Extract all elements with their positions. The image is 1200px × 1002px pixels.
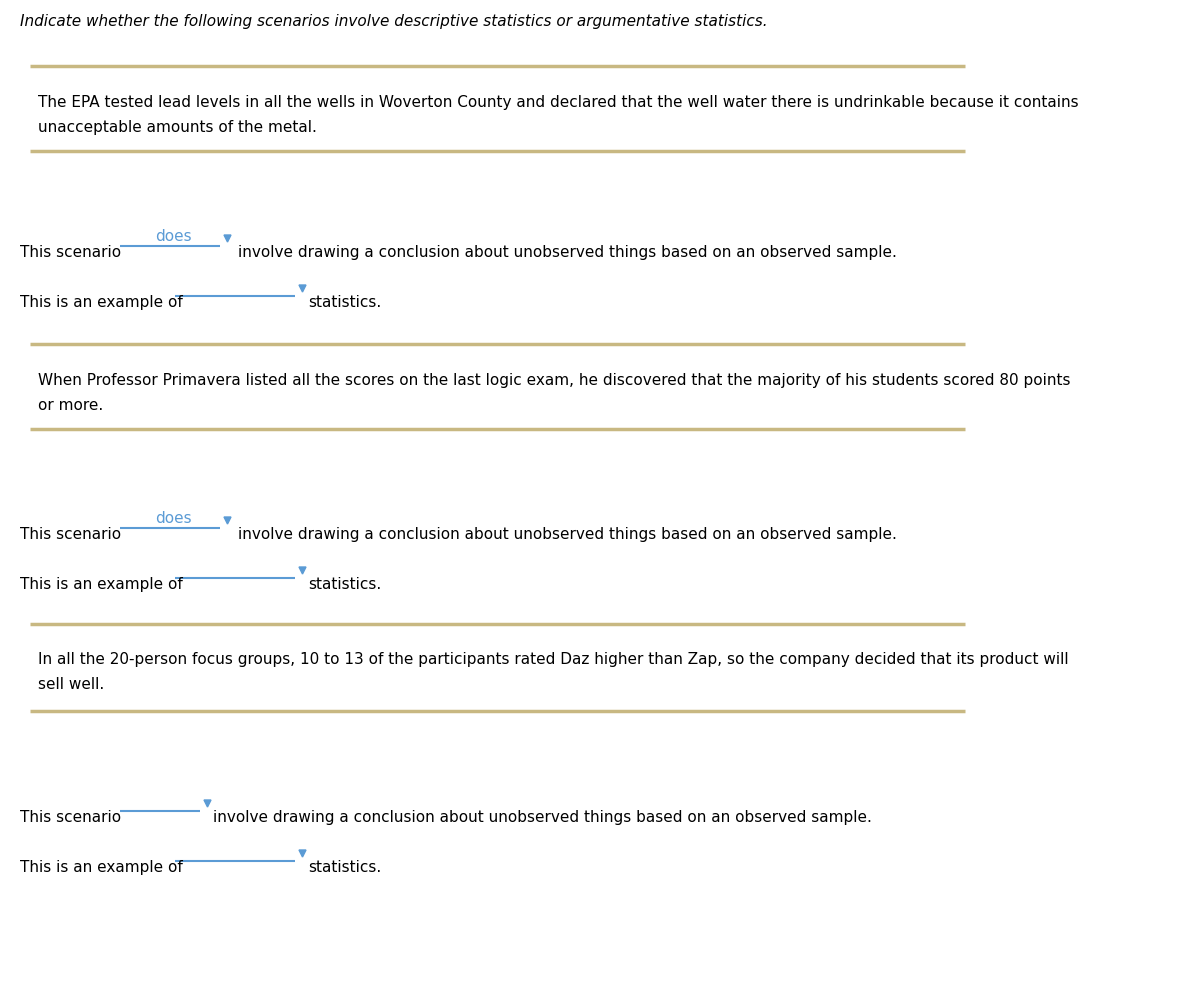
Text: or more.: or more. [38,398,103,413]
Text: statistics.: statistics. [308,576,382,591]
Text: This scenario: This scenario [20,244,121,260]
Text: This is an example of: This is an example of [20,859,182,874]
Text: does: does [155,228,192,243]
Text: In all the 20-person focus groups, 10 to 13 of the participants rated Daz higher: In all the 20-person focus groups, 10 to… [38,651,1069,666]
Text: unacceptable amounts of the metal.: unacceptable amounts of the metal. [38,120,317,135]
Text: This scenario: This scenario [20,526,121,541]
Text: involve drawing a conclusion about unobserved things based on an observed sample: involve drawing a conclusion about unobs… [214,810,872,825]
Text: This scenario: This scenario [20,810,121,825]
Polygon shape [224,235,230,242]
Text: Indicate whether the following scenarios involve descriptive statistics or argum: Indicate whether the following scenarios… [20,14,768,29]
Text: This is an example of: This is an example of [20,295,182,310]
Text: sell well.: sell well. [38,676,104,691]
Text: statistics.: statistics. [308,295,382,310]
Text: This is an example of: This is an example of [20,576,182,591]
Polygon shape [204,801,211,808]
Polygon shape [299,286,306,293]
Polygon shape [224,517,230,524]
Text: involve drawing a conclusion about unobserved things based on an observed sample: involve drawing a conclusion about unobs… [238,244,896,260]
Text: When Professor Primavera listed all the scores on the last logic exam, he discov: When Professor Primavera listed all the … [38,373,1070,388]
Text: The EPA tested lead levels in all the wells in Woverton County and declared that: The EPA tested lead levels in all the we… [38,95,1079,110]
Polygon shape [299,567,306,574]
Text: involve drawing a conclusion about unobserved things based on an observed sample: involve drawing a conclusion about unobs… [238,526,896,541]
Polygon shape [299,850,306,857]
Text: statistics.: statistics. [308,859,382,874]
Text: does: does [155,510,192,525]
